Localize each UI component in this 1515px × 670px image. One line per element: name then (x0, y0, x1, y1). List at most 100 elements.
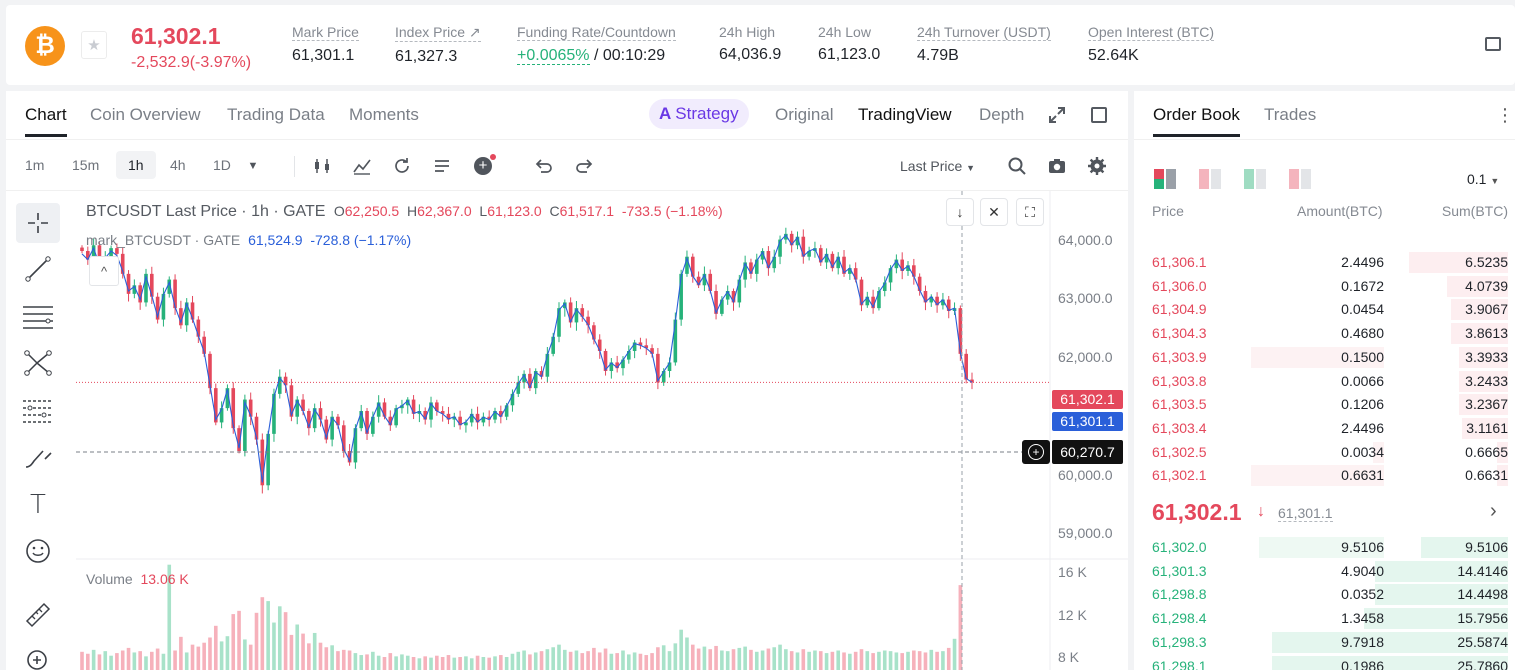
timeframe-4h[interactable]: 4h (170, 157, 186, 173)
precision-select[interactable]: 0.1 ▼ (1467, 171, 1499, 187)
fibonacci-tool-icon[interactable] (16, 391, 60, 431)
ask-row[interactable]: 61,302.1 0.6631 0.6631 (1134, 464, 1515, 487)
templates-icon[interactable] (432, 156, 452, 176)
bid-row[interactable]: 61,298.4 1.3458 15.7956 (1134, 607, 1515, 630)
depth-bar (1462, 417, 1508, 439)
scroll-down-arrow-icon[interactable]: ↓ (946, 198, 974, 226)
candle-body (673, 319, 678, 363)
ask-row[interactable]: 61,304.3 0.4680 3.8613 (1134, 322, 1515, 345)
bid-row[interactable]: 61,302.0 9.5106 9.5106 (1134, 536, 1515, 559)
tab-depth[interactable]: Depth (979, 105, 1025, 124)
candle-body (807, 251, 811, 257)
tab-trades[interactable]: Trades (1264, 105, 1317, 124)
settings-gear-icon[interactable] (1087, 156, 1107, 176)
crosshair-tool-icon[interactable] (16, 203, 60, 243)
volume-bar (341, 649, 346, 670)
ask-row[interactable]: 61,304.9 0.0454 3.9067 (1134, 298, 1515, 321)
stat-label[interactable]: Open Interest (BTC) (1088, 24, 1215, 41)
tab-coin-overview[interactable]: Coin Overview (90, 105, 201, 124)
search-icon[interactable] (1007, 156, 1027, 176)
collapse-legend-chevron-up-icon[interactable]: ^ (89, 256, 119, 286)
candle-body (353, 428, 358, 463)
text-tool-icon[interactable]: T (30, 490, 46, 520)
candle-body (970, 379, 974, 383)
timeframe-1d[interactable]: 1D (213, 157, 231, 173)
bitcoin-logo-icon: ₿ (25, 26, 65, 66)
indicators-icon[interactable] (352, 156, 372, 176)
depth-bar (1496, 465, 1508, 487)
tab-tradingview[interactable]: TradingView (858, 105, 952, 124)
strategy-button[interactable]: A Strategy (649, 99, 749, 129)
timeframe-15m[interactable]: 15m (72, 157, 100, 173)
candle-body (749, 262, 753, 274)
candle-body (359, 411, 364, 429)
stat-label[interactable]: Funding Rate/Countdown (517, 24, 676, 41)
trend-line-tool-icon[interactable] (16, 249, 60, 289)
legend-title[interactable]: BTCUSDT Last Price · 1h · GATE (86, 203, 326, 220)
undo-icon[interactable] (534, 156, 554, 176)
price-chart[interactable]: BTCUSDT Last Price · 1h · GATE O62,250.5… (76, 191, 1128, 670)
layout-both-icon[interactable] (1154, 169, 1176, 189)
ask-row[interactable]: 61,302.5 0.0034 0.6665 (1134, 441, 1515, 464)
fullscreen-expand-icon[interactable] (1049, 107, 1065, 123)
tab-chart[interactable]: Chart (25, 105, 67, 137)
stat-label[interactable]: Index Price ↗ (395, 24, 481, 42)
camera-icon[interactable] (1047, 156, 1067, 176)
candle-body (725, 291, 730, 300)
candle-type-icon[interactable] (312, 156, 332, 176)
orderbook-sum: 3.3933 (1465, 348, 1508, 365)
tab-trading-data[interactable]: Trading Data (227, 105, 325, 124)
tab-original[interactable]: Original (775, 105, 834, 124)
volume-bar (888, 651, 893, 670)
tab-order-book[interactable]: Order Book (1153, 105, 1240, 137)
bid-row[interactable]: 61,298.3 9.7918 25.5874 (1134, 631, 1515, 654)
add-indicator-icon[interactable]: + (473, 154, 496, 176)
book-icon[interactable] (1485, 37, 1501, 51)
volume-bar (848, 653, 852, 670)
volume-bar (365, 654, 369, 670)
volume-bar (656, 647, 660, 670)
timeframe-1h[interactable]: 1h (116, 151, 156, 179)
ask-row[interactable]: 61,303.8 0.0066 3.2433 (1134, 370, 1515, 393)
redo-icon[interactable] (574, 156, 594, 176)
stat-label[interactable]: 24h Turnover (USDT) (917, 24, 1051, 41)
timeframe-1m[interactable]: 1m (25, 157, 45, 173)
ask-row[interactable]: 61,303.9 0.1500 3.3933 (1134, 346, 1515, 369)
stat-index-price: Index Price ↗ 61,327.3 (395, 24, 481, 66)
window-square-icon[interactable] (1091, 107, 1107, 123)
candle-body (592, 325, 596, 340)
layout-asks-only-icon[interactable] (1289, 169, 1311, 189)
horizontal-lines-tool-icon[interactable] (16, 297, 60, 337)
volume-bar (411, 657, 416, 670)
volume-bar (272, 622, 276, 670)
emoji-tool-icon[interactable] (16, 531, 60, 571)
favorite-star-icon[interactable]: ★ (81, 31, 107, 59)
layout-asks-icon[interactable] (1199, 169, 1221, 189)
bid-row[interactable]: 61,301.3 4.9040 14.4146 (1134, 560, 1515, 583)
timeframe-dropdown-icon[interactable]: ▼ (247, 160, 259, 172)
collapse-arrows-icon[interactable]: ✕ (980, 198, 1008, 226)
bid-row[interactable]: 61,298.1 0.1986 25.7860 (1134, 655, 1515, 670)
ask-row[interactable]: 61,303.4 2.4496 3.1161 (1134, 417, 1515, 440)
layout-bids-icon[interactable] (1244, 169, 1266, 189)
zoom-in-tool-icon[interactable] (16, 641, 60, 670)
stat-label[interactable]: Mark Price (292, 24, 359, 41)
more-options-icon[interactable]: ⋮ (1496, 105, 1514, 125)
bid-row[interactable]: 61,298.8 0.0352 14.4498 (1134, 583, 1515, 606)
ask-row[interactable]: 61,306.1 2.4496 6.5235 (1134, 251, 1515, 274)
price-source-select[interactable]: Last Price ▼ (900, 158, 975, 174)
tab-moments[interactable]: Moments (349, 105, 419, 124)
refresh-icon[interactable] (392, 156, 412, 176)
orderbook-sum: 14.4498 (1457, 586, 1508, 603)
brush-tool-icon[interactable] (16, 438, 60, 478)
crosshair-add-icon[interactable]: + (1022, 440, 1050, 464)
ask-row[interactable]: 61,306.0 0.1672 4.0739 (1134, 275, 1515, 298)
volume-bar (144, 656, 148, 670)
volume-bar (644, 655, 649, 670)
pattern-tool-icon[interactable] (16, 343, 60, 383)
chevron-right-icon[interactable]: › (1490, 500, 1497, 522)
ask-row[interactable]: 61,303.5 0.1206 3.2367 (1134, 393, 1515, 416)
volume-bar (97, 654, 102, 670)
ruler-tool-icon[interactable] (16, 595, 60, 635)
fit-screen-icon[interactable]: ⛶ (1016, 198, 1044, 226)
